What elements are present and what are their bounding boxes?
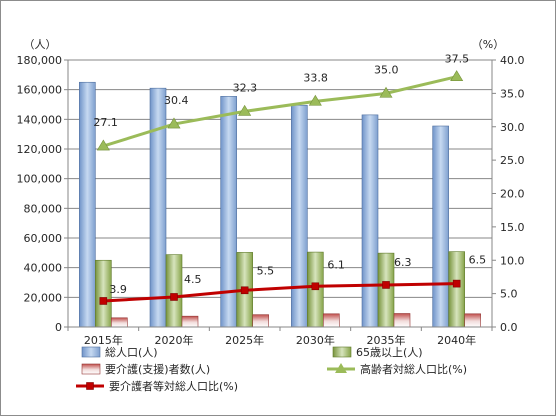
- legend-marker: [86, 382, 94, 390]
- marker-care-ratio: [170, 293, 178, 301]
- bar-care-recipients: [464, 313, 481, 328]
- marker-aged-ratio: [238, 104, 252, 116]
- legend-label: 65歳以上(人): [356, 346, 423, 359]
- bar-care-recipients: [393, 313, 411, 328]
- left-tick-label: 180,000: [17, 54, 63, 67]
- bar-care-recipients: [323, 313, 340, 328]
- bar-care-recipients: [252, 314, 269, 328]
- data-label-care-ratio: 5.5: [257, 264, 275, 277]
- left-tick-label: 140,000: [17, 113, 63, 126]
- bar-total-population: [361, 114, 379, 328]
- right-tick-label: 20.0: [500, 188, 525, 201]
- legend-care-recipients: 要介護(支援)者数(人): [81, 362, 210, 376]
- data-label-aged-ratio: 37.5: [445, 53, 470, 66]
- right-tick-label: 30.0: [500, 121, 525, 134]
- bar-aged-65-plus: [165, 254, 183, 328]
- right-tick-label: 10.0: [500, 254, 525, 267]
- right-tick-label: 25.0: [500, 154, 525, 167]
- bar-aged-65-plus: [377, 252, 395, 328]
- marker-aged-ratio: [96, 139, 110, 151]
- data-label-care-ratio: 6.1: [327, 258, 345, 271]
- right-tick-label: 40.0: [500, 54, 525, 67]
- left-tick-label: 20,000: [24, 291, 63, 304]
- bar-total-population: [291, 104, 308, 328]
- x-tick-label: 2030年: [296, 333, 335, 347]
- left-tick-label: 0: [55, 321, 62, 334]
- legend-swatch: [332, 346, 352, 358]
- marker-care-ratio: [452, 279, 461, 288]
- marker-aged-ratio: [379, 86, 393, 98]
- right-tick-label: 5.0: [500, 288, 518, 301]
- left-tick-label: 40,000: [24, 262, 63, 275]
- data-label-care-ratio: 6.3: [394, 256, 412, 269]
- left-tick-label: 60,000: [24, 232, 63, 245]
- tick-labels: 0 20,000 40,000 60,000 80,000 100,000 120,000 1…: [17, 54, 525, 347]
- bar-care-recipients: [181, 315, 199, 328]
- legend-label: 総人口(人): [105, 345, 158, 359]
- data-label-aged-ratio: 30.4: [164, 94, 189, 107]
- legend-care-ratio: 要介護者等対総人口比(%): [76, 379, 238, 393]
- marker-care-ratio: [240, 286, 249, 295]
- bar-total-population: [432, 125, 449, 328]
- line-aged-ratio: [102, 75, 458, 148]
- axes: [64, 59, 496, 331]
- marker-care-ratio: [311, 282, 320, 291]
- data-label-aged-ratio: 33.8: [303, 71, 328, 84]
- bar-aged-65-plus: [448, 251, 465, 328]
- right-tick-label: 15.0: [500, 221, 525, 234]
- bar-care-recipients: [111, 317, 128, 328]
- line-care-ratio: [103, 282, 457, 303]
- left-tick-label: 100,000: [17, 173, 63, 186]
- right-tick-label: 35.0: [500, 87, 525, 100]
- data-label-care-ratio: 6.5: [469, 254, 487, 267]
- data-label-aged-ratio: 35.0: [374, 63, 399, 76]
- legend-aged-65-plus: 65歳以上(人): [332, 346, 423, 359]
- marker-aged-ratio: [167, 117, 181, 129]
- legend: 総人口(人) 65歳以上(人) 要介護(支援)者数(人) 高齢者対総人口比(%) 要介護…: [76, 345, 467, 393]
- legend-total-population: 総人口(人): [81, 345, 158, 359]
- legend-swatch: [81, 346, 101, 358]
- left-axis-unit: （人）: [24, 38, 57, 51]
- legend-marker: [335, 363, 347, 373]
- bars: [79, 81, 481, 328]
- left-tick-label: 80,000: [24, 202, 63, 215]
- data-label-aged-ratio: 27.1: [93, 116, 118, 129]
- x-tick-label: 2025年: [225, 333, 264, 347]
- legend-aged-ratio: 高齢者対総人口比(%): [327, 362, 467, 376]
- data-label-aged-ratio: 32.3: [233, 81, 258, 94]
- right-tick-label: 0.0: [500, 321, 518, 334]
- data-label-care-ratio: 3.9: [109, 283, 127, 296]
- x-tick-label: 2040年: [437, 333, 476, 347]
- x-tick-label: 2015年: [84, 333, 123, 347]
- lines: 27.1 30.4 32.3 33.8 35.0 37.5 3.9 4.5 5.5 6.1 6.3 6…: [93, 53, 486, 305]
- x-tick-label: 2035年: [367, 333, 406, 347]
- legend-label: 高齢者対総人口比(%): [360, 362, 467, 376]
- marker-care-ratio: [382, 281, 390, 289]
- x-tick-label: 2020年: [155, 333, 194, 347]
- data-label-care-ratio: 4.5: [184, 273, 202, 286]
- left-tick-label: 160,000: [17, 84, 63, 97]
- legend-label: 要介護(支援)者数(人): [105, 362, 210, 376]
- marker-care-ratio: [99, 297, 108, 305]
- bar-total-population: [149, 87, 167, 328]
- legend-swatch: [81, 363, 101, 375]
- right-axis-unit: （%）: [472, 38, 504, 51]
- legend-label: 要介護者等対総人口比(%): [109, 379, 238, 393]
- marker-aged-ratio: [308, 94, 322, 106]
- gridlines: [68, 59, 492, 298]
- left-tick-label: 120,000: [17, 143, 63, 156]
- marker-aged-ratio: [450, 70, 464, 81]
